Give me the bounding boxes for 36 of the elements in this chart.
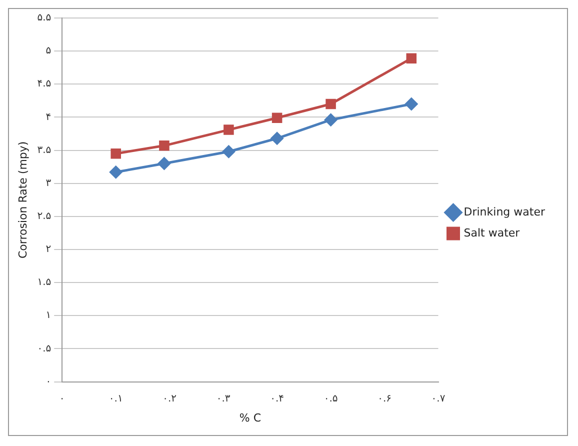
x-tick-label: ۰.۷	[431, 393, 446, 404]
y-tick-label: ۲	[46, 244, 52, 256]
point	[110, 166, 122, 178]
x-tick-label: ۰.۲	[162, 393, 177, 404]
x-tick-label: ۰.۳	[216, 393, 231, 404]
point	[159, 140, 170, 151]
x-tick-label: ۰.۶	[378, 393, 392, 404]
point	[324, 114, 338, 126]
y-tick-label: ۳	[46, 178, 52, 189]
y-tick-label: ۵.۵	[37, 12, 52, 24]
point	[110, 148, 121, 159]
x-tick-label: ۰.۵	[324, 393, 338, 404]
y-tick-label: ۲.۵	[37, 211, 52, 222]
x-tick-label: ۰.۴	[270, 393, 284, 404]
point	[222, 145, 235, 158]
point	[326, 98, 336, 110]
point	[405, 98, 418, 110]
x-tick-label: ۰	[59, 393, 65, 404]
y-tick-label: ۵	[46, 46, 52, 57]
legend-label: Drinking water	[464, 205, 546, 218]
y-tick-label: ۳.۵	[37, 144, 52, 156]
x-tick-label: ۰.۱	[108, 393, 123, 404]
legend-label: Salt water	[464, 226, 520, 240]
y-tick-label: ۴.۵	[37, 78, 52, 90]
y-tick-label: ۱.۵	[37, 277, 52, 288]
point	[270, 132, 284, 145]
y-tick-label: ۰	[46, 376, 52, 388]
point	[406, 53, 417, 64]
point	[158, 157, 170, 170]
y-tick-label: ۰.۵	[37, 343, 52, 354]
y-tick-label: ۴	[46, 112, 52, 123]
point	[272, 112, 282, 124]
point	[224, 124, 234, 135]
y-tick-label: ۱	[46, 310, 52, 322]
x-axis-title: % C	[239, 411, 262, 424]
y-axis-title: Corrosion Rate (mpy)	[16, 141, 30, 259]
